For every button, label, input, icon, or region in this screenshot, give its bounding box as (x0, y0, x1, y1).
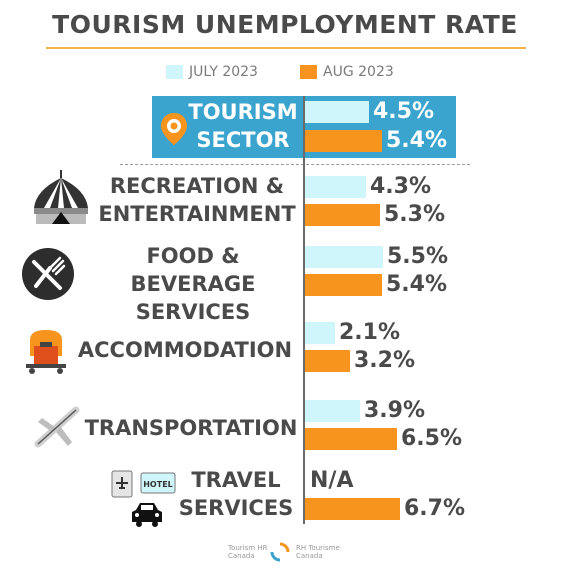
fork-knife-icon (22, 248, 74, 300)
data-label-aug-2: 5.4% (386, 272, 448, 297)
category-label-travel-line-2: SERVICES (178, 496, 294, 520)
category-label-transportation: TRANSPORTATION (84, 414, 298, 442)
data-label-aug-3: 3.2% (354, 348, 416, 373)
category-label-travel-text: TRAVEL SERVICES (176, 466, 296, 522)
category-label-tourism-sector-text: TOURISM SECTOR (184, 98, 302, 154)
bar-july-4 (305, 400, 360, 422)
category-label-food-line-2: SERVICES (135, 300, 251, 324)
category-label-recreation-line-1: RECREATION & (109, 174, 285, 198)
category-label-recreation-text: RECREATION & ENTERTAINMENT (96, 172, 298, 228)
bar-july-0 (305, 101, 369, 123)
bar-aug-2 (305, 274, 382, 296)
data-label-july-5: N/A (310, 468, 354, 493)
bar-july-3 (305, 322, 335, 344)
chart-title: TOURISM UNEMPLOYMENT RATE (52, 10, 518, 39)
boarding-pass-icon (111, 470, 133, 498)
logo-left-line1: Tourism HR (228, 544, 268, 552)
bar-july-1 (305, 176, 366, 198)
hotel-sign-icon: HOTEL (140, 472, 176, 494)
logo-right-line2: Canada (296, 552, 323, 560)
category-label-recreation: RECREATION & ENTERTAINMENT (96, 172, 298, 228)
category-label-travel: TRAVEL SERVICES (176, 466, 296, 522)
bar-aug-3 (305, 350, 350, 372)
legend-item-july: JULY 2023 (166, 64, 258, 80)
category-label-tourism-sector-line-2: SECTOR (196, 128, 290, 152)
bar-july-2 (305, 246, 383, 268)
category-label-accommodation: ACCOMMODATION (72, 336, 298, 364)
category-label-food-text: FOOD & BEVERAGE SERVICES (84, 242, 302, 326)
bar-aug-1 (305, 204, 380, 226)
bar-aug-4 (305, 428, 397, 450)
value-axis-line (303, 96, 305, 524)
tent-icon (34, 170, 88, 224)
footer-logos: Tourism HR Canada RH Tourisme Canada (0, 540, 570, 564)
bar-aug-5 (305, 498, 400, 520)
legend-label-aug: AUG 2023 (323, 64, 394, 80)
data-label-july-2: 5.5% (387, 244, 449, 269)
legend-item-aug: AUG 2023 (300, 64, 394, 80)
category-label-tourism-sector-line-1: TOURISM (188, 100, 298, 124)
data-label-aug-4: 6.5% (401, 426, 463, 451)
category-label-tourism-sector: TOURISM SECTOR (184, 98, 302, 154)
legend-swatch-july (166, 65, 183, 79)
category-label-transportation-text: TRANSPORTATION (84, 416, 298, 440)
logo-left-line2: Canada (228, 552, 255, 560)
legend: JULY 2023 AUG 2023 (0, 64, 570, 82)
data-label-aug-5: 6.7% (404, 496, 466, 521)
bar-aug-0 (305, 130, 382, 152)
logo-left: Tourism HR Canada (228, 544, 267, 560)
data-label-july-1: 4.3% (370, 174, 432, 199)
legend-label-july: JULY 2023 (189, 64, 258, 80)
divider-line (120, 164, 470, 165)
data-label-aug-0: 5.4% (386, 128, 448, 153)
category-label-recreation-line-2: ENTERTAINMENT (98, 202, 296, 226)
car-icon (132, 503, 162, 527)
category-label-accommodation-text: ACCOMMODATION (77, 338, 293, 362)
location-pin-icon (161, 113, 187, 145)
logo-right-line1: RH Tourisme (296, 544, 340, 552)
logo-right: RH Tourisme Canada (296, 544, 340, 560)
airplane-icon (34, 406, 80, 448)
logo-swirl-icon (270, 542, 290, 562)
data-label-july-0: 4.5% (373, 99, 435, 124)
category-label-travel-line-1: TRAVEL (191, 468, 281, 492)
data-label-july-3: 2.1% (339, 320, 401, 345)
category-label-food-line-1: FOOD & BEVERAGE (130, 244, 256, 296)
title-underline (46, 47, 526, 49)
data-label-aug-1: 5.3% (384, 202, 446, 227)
legend-swatch-aug (300, 65, 317, 79)
luggage-cart-icon (26, 330, 66, 374)
category-label-food: FOOD & BEVERAGE SERVICES (84, 242, 302, 326)
svg-text:HOTEL: HOTEL (143, 480, 173, 489)
data-label-july-4: 3.9% (364, 398, 426, 423)
